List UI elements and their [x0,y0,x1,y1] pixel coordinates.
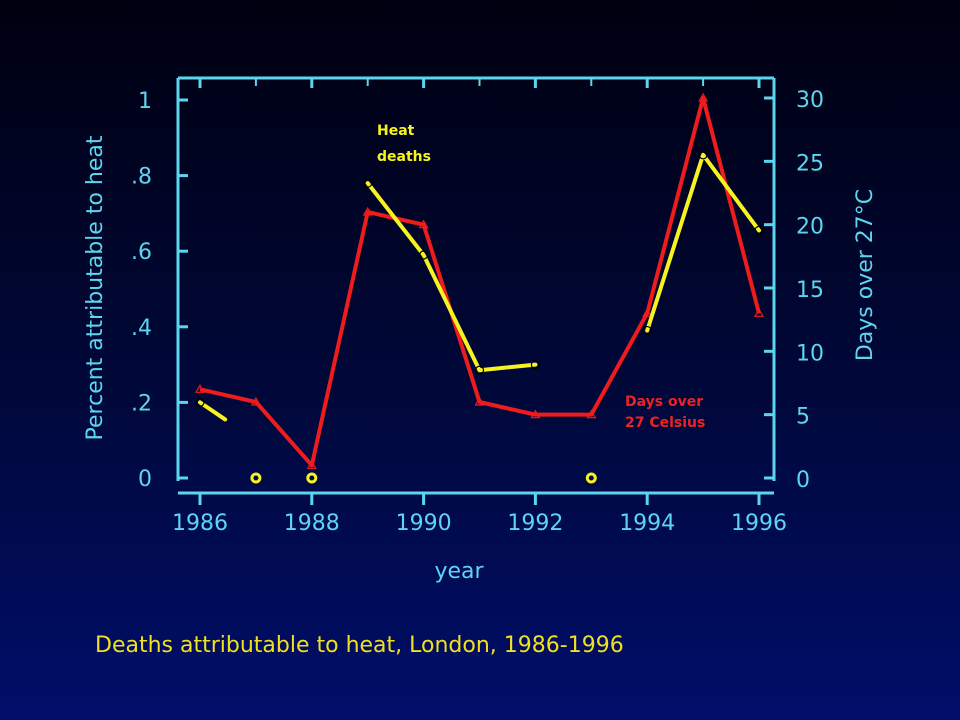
right-tick-label: 5 [796,405,810,430]
heat-point-marker [642,325,652,336]
heat-point-marker [195,397,205,407]
right-tick-label: 0 [796,468,810,493]
days-point-marker [250,396,261,406]
left-axis-title: Percent attributable to heat [83,135,108,440]
plot-frame [176,76,776,495]
x-tick-label: 1996 [731,511,787,536]
days-point-marker [642,308,653,317]
heat-annotation-line-1: Heat [377,123,415,139]
tick-labels: 1986 1988 1990 1992 1994 19960.2.4.6.81051015… [131,88,824,536]
heat-point-marker [754,225,764,236]
heat-zero-marker [250,472,262,484]
days-point-marker [530,409,541,419]
days-point-marker [753,308,765,317]
x-tick-label: 1990 [396,511,452,536]
days-annotation-line-1: Days over [625,394,703,410]
days-point-marker [586,409,597,419]
right-tick-label: 10 [796,341,824,366]
heat-point-marker [363,178,373,188]
right-axis-title: Days over 27°C [853,189,878,361]
days-point-marker [362,206,373,216]
days-series-line [199,96,761,468]
chart-caption: Deaths attributable to heat, London, 198… [95,633,624,658]
heat-point-marker [474,365,485,375]
days-point-marker [306,460,317,469]
left-tick-label: .6 [131,240,152,265]
x-axis-title: year [434,559,484,584]
x-tick-label: 1988 [284,511,340,536]
days-annotation-line-2: 27 Celsius [625,415,705,431]
x-tick-label: 1986 [172,511,228,536]
heat-point-marker [419,250,429,260]
days-point-marker [194,384,206,393]
heat-zero-marker [306,472,318,484]
series-layer [194,92,765,484]
heat-series-line [198,400,228,422]
heat-series-line [645,152,761,333]
heat-zero-marker [585,472,597,484]
right-tick-label: 20 [796,215,824,240]
x-tick-label: 1994 [619,511,675,536]
days-point-marker [698,92,709,102]
left-tick-label: 0 [138,467,152,492]
right-tick-label: 15 [796,278,824,303]
left-tick-label: .2 [131,391,152,416]
x-tick-label: 1992 [507,511,563,536]
heat-series-line [365,181,538,373]
heat-point-marker [530,360,541,370]
left-tick-label: .4 [131,316,152,341]
days-annotation: Days over 27 Celsius [625,394,708,431]
right-tick-label: 25 [796,151,824,176]
left-tick-label: .8 [131,165,152,190]
left-tick-label: 1 [138,89,152,114]
days-point-marker [418,219,429,229]
axis-ticks [178,78,774,505]
heat-point-marker [698,150,708,160]
heat-annotation-line-2: deaths [377,149,431,165]
heat-deaths-annotation: Heat deaths [377,123,431,165]
right-tick-label: 30 [796,88,824,113]
days-point-marker [474,396,485,406]
